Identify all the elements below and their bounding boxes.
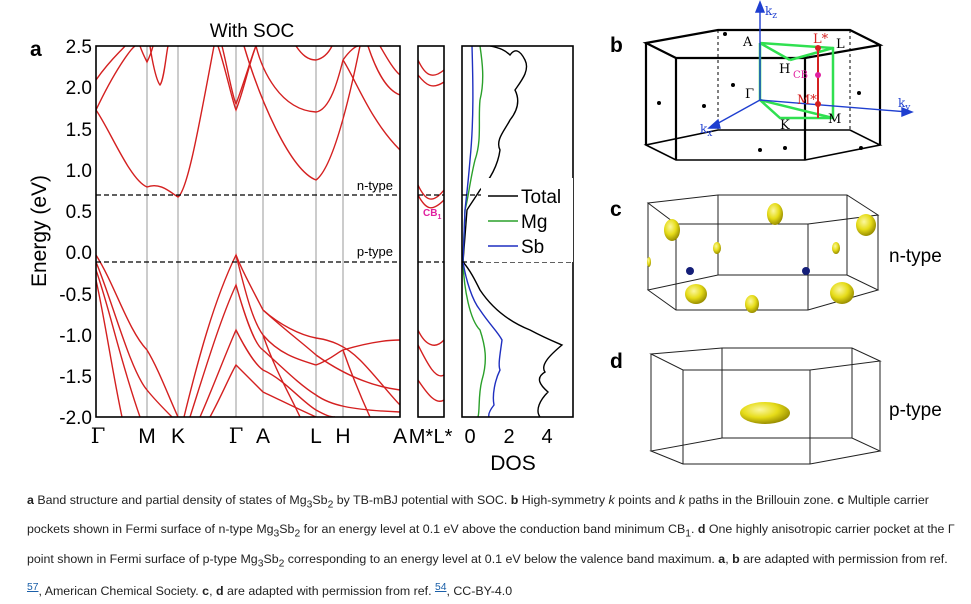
dos-xlabel: DOS (490, 452, 536, 475)
y-tick: 1.5 (66, 120, 92, 141)
k-label: Γ (91, 424, 106, 448)
bz-lstar-dot (815, 45, 821, 51)
k-label: M (138, 425, 156, 448)
dos-tick: 0 (464, 426, 475, 448)
fs-n-blue-dot (686, 267, 694, 275)
bz-point-H: H (779, 62, 790, 77)
y-tick: 0.5 (66, 202, 92, 223)
y-tick: -1.0 (59, 326, 92, 347)
bz-axis-kz: kz (765, 4, 777, 21)
k-label: M* (409, 426, 434, 448)
pocket (664, 219, 680, 241)
dos-sb-curve (462, 46, 503, 417)
k-label: L* (434, 426, 453, 448)
dos-legend-bg (481, 178, 573, 262)
y-tick: 1.0 (66, 161, 92, 182)
legend-sb: Sb (521, 237, 544, 258)
y-tick: -2.0 (59, 408, 92, 429)
bz-point-L: L (836, 37, 845, 52)
bz-wireframe (642, 28, 884, 161)
caption-ref-a: a (27, 493, 34, 507)
dos-tick: 2 (503, 426, 514, 448)
figure: a With SOC Energy (eV) 2.5 2.0 1.5 1.0 0… (28, 0, 942, 475)
y-tick: -1.5 (59, 367, 92, 388)
y-tick: 2.5 (66, 37, 92, 58)
band-lines (96, 46, 400, 417)
fermi-surface-n-type (646, 194, 880, 313)
bz-mstar-dot (815, 101, 821, 107)
dos-tick: 4 (541, 426, 552, 448)
brillouin-zone: A L* L H CB M* Γ K M kz ky kx (642, 0, 914, 161)
caption-ref-d: d (697, 522, 706, 537)
n-type-panel-label: n-type (889, 246, 942, 267)
pocket (830, 282, 854, 304)
fermi-surface-p-type (649, 347, 882, 465)
caption-ref-c: c (837, 493, 845, 507)
bz-point-A: A (742, 35, 753, 50)
bz-point-Mstar: M* (797, 93, 817, 108)
band-mini-plot: CB1 (417, 45, 445, 418)
pocket (685, 284, 707, 304)
bz-point-Lstar: L* (813, 32, 829, 47)
pocket (745, 295, 759, 313)
panel-a-label: a (30, 38, 42, 61)
cb1-label: CB1 (423, 208, 441, 221)
y-tick: 2.0 (66, 78, 92, 99)
legend-mg: Mg (521, 212, 547, 233)
bz-axis-ky: ky (898, 96, 911, 113)
bz-point-Gamma: Γ (745, 87, 754, 102)
bz-axes (707, 0, 914, 129)
n-type-label: n-type (357, 178, 393, 193)
pocket (647, 257, 651, 267)
bz-point-K: K (780, 118, 790, 133)
reference-link-54[interactable]: 54 (434, 582, 447, 594)
k-label: A (256, 425, 270, 448)
k-labels: Γ M K Γ A L H A (91, 424, 407, 448)
panel-c-label: c (610, 198, 622, 221)
k-label: K (171, 425, 185, 448)
bz-cb-dot (815, 72, 821, 78)
caption-ref-b: b (510, 493, 519, 507)
band-title: With SOC (210, 21, 294, 42)
figure-caption: a Band structure and partial density of … (27, 493, 955, 599)
panel-b-label: b (610, 34, 623, 57)
pocket (832, 242, 840, 254)
legend-total: Total (521, 187, 561, 208)
fs-n-blue-dot (802, 267, 810, 275)
y-tick-labels: 2.5 2.0 1.5 1.0 0.5 0.0 -0.5 -1.0 -1.5 -… (59, 37, 92, 429)
fs-n-pockets (647, 203, 876, 313)
y-axis-label: Energy (eV) (28, 175, 51, 287)
dos-plot: Total Mg Sb 0 2 4 DOS (461, 45, 574, 475)
dos-total-curve (462, 46, 564, 417)
reference-link-57[interactable]: 57 (27, 582, 39, 594)
p-type-label: p-type (357, 244, 393, 259)
pocket (767, 203, 783, 225)
pocket (713, 242, 721, 254)
k-point-lines (146, 46, 344, 417)
k-label: Γ (229, 424, 244, 448)
bz-dots (657, 32, 863, 152)
pocket (856, 214, 876, 236)
bz-point-CB: CB (793, 70, 808, 81)
bz-point-M: M (828, 112, 841, 127)
p-type-panel-label: p-type (889, 400, 942, 421)
bz-axis-kx: kx (700, 122, 712, 139)
fs-p-pocket (740, 402, 790, 424)
k-label: H (335, 425, 350, 448)
band-structure-plot: n-type p-type (95, 45, 401, 418)
k-label: A (393, 425, 407, 448)
fs-p-wireframe (649, 347, 882, 465)
panel-d-label: d (610, 350, 623, 373)
y-tick: -0.5 (59, 285, 92, 306)
k-label: L (310, 425, 322, 448)
band-frame (95, 45, 401, 418)
y-tick: 0.0 (66, 243, 92, 264)
k-labels-mini: M* L* (409, 426, 453, 448)
